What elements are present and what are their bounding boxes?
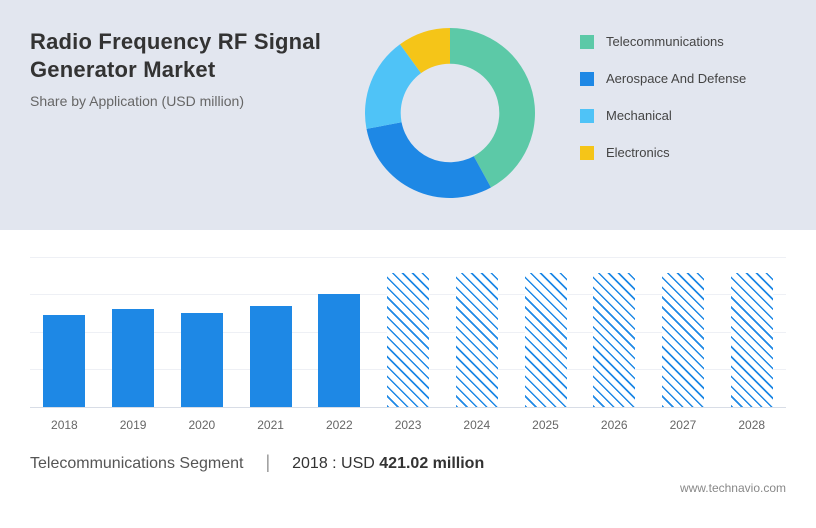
x-axis-label: 2027 — [649, 418, 718, 432]
donut-svg — [365, 28, 535, 198]
legend-swatch — [580, 35, 594, 49]
stat-suffix: million — [428, 455, 484, 472]
stat-year: 2018 — [292, 455, 328, 472]
bar-actual — [250, 306, 292, 407]
bar-forecast — [731, 273, 773, 407]
bar-slot — [717, 258, 786, 407]
bar-actual — [318, 294, 360, 407]
bar-chart-panel: 2018201920202021202220232024202520262027… — [0, 230, 816, 440]
title-block: Radio Frequency RF Signal Generator Mark… — [30, 28, 350, 210]
segment-label: Telecommunications Segment — [30, 455, 243, 473]
bar-slot — [580, 258, 649, 407]
donut-chart — [350, 28, 550, 210]
title-line-2: Generator Market — [30, 57, 215, 82]
x-axis-label: 2018 — [30, 418, 99, 432]
legend-label: Mechanical — [606, 108, 672, 123]
bar-forecast — [662, 273, 704, 407]
watermark: www.technavio.com — [680, 481, 786, 495]
legend-item: Aerospace And Defense — [580, 71, 786, 86]
title-line-1: Radio Frequency RF Signal — [30, 29, 321, 54]
stat-prefix: : USD — [328, 455, 380, 472]
legend-swatch — [580, 146, 594, 160]
legend-item: Telecommunications — [580, 34, 786, 49]
stat-text: 2018 : USD 421.02 million — [292, 455, 484, 473]
bar-slot — [99, 258, 168, 407]
legend-swatch — [580, 109, 594, 123]
x-axis-label: 2021 — [236, 418, 305, 432]
x-axis-label: 2023 — [374, 418, 443, 432]
x-axis-label: 2026 — [580, 418, 649, 432]
header-panel: Radio Frequency RF Signal Generator Mark… — [0, 0, 816, 230]
legend: Telecommunications Aerospace And Defense M… — [550, 28, 786, 210]
legend-label: Electronics — [606, 145, 670, 160]
legend-label: Telecommunications — [606, 34, 724, 49]
x-axis-label: 2025 — [511, 418, 580, 432]
stat-value: 421.02 — [379, 455, 428, 472]
bar-slot — [374, 258, 443, 407]
legend-item: Mechanical — [580, 108, 786, 123]
x-axis-label: 2020 — [167, 418, 236, 432]
bar-chart-area — [30, 258, 786, 408]
bar-slot — [236, 258, 305, 407]
bar-actual — [43, 315, 85, 407]
bar-slot — [30, 258, 99, 407]
x-axis: 2018201920202021202220232024202520262027… — [30, 418, 786, 432]
footer: Telecommunications Segment | 2018 : USD … — [0, 440, 816, 473]
bar-forecast — [387, 273, 429, 407]
bar-actual — [112, 309, 154, 407]
x-axis-label: 2022 — [305, 418, 374, 432]
x-axis-label: 2024 — [442, 418, 511, 432]
bar-slot — [167, 258, 236, 407]
legend-swatch — [580, 72, 594, 86]
legend-label: Aerospace And Defense — [606, 71, 746, 86]
bar-slot — [442, 258, 511, 407]
footer-divider: | — [265, 452, 270, 473]
bar-slot — [305, 258, 374, 407]
bar-forecast — [593, 273, 635, 407]
legend-item: Electronics — [580, 145, 786, 160]
bar-slot — [511, 258, 580, 407]
bar-forecast — [456, 273, 498, 407]
x-axis-label: 2019 — [99, 418, 168, 432]
x-axis-label: 2028 — [717, 418, 786, 432]
bar-slot — [649, 258, 718, 407]
chart-subtitle: Share by Application (USD million) — [30, 93, 350, 109]
bar-actual — [181, 313, 223, 407]
chart-title: Radio Frequency RF Signal Generator Mark… — [30, 28, 350, 83]
donut-slice — [367, 122, 491, 198]
bars-container — [30, 258, 786, 407]
bar-forecast — [525, 273, 567, 407]
